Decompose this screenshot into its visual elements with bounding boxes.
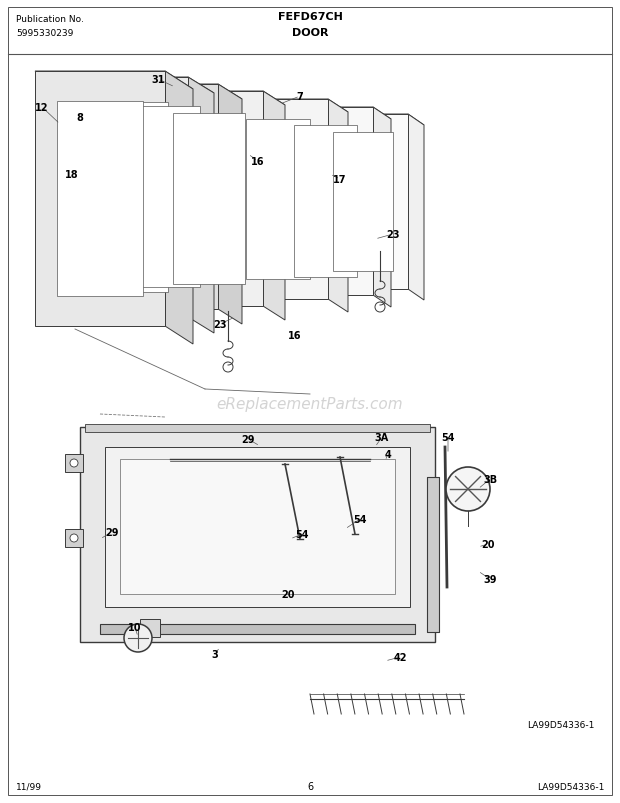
Polygon shape	[228, 100, 328, 300]
Polygon shape	[78, 78, 188, 318]
Bar	[57, 102, 143, 296]
Polygon shape	[35, 72, 193, 90]
Polygon shape	[118, 85, 218, 310]
Polygon shape	[78, 78, 214, 94]
Polygon shape	[165, 72, 193, 344]
Text: 3: 3	[211, 649, 218, 659]
Circle shape	[70, 459, 78, 467]
Bar	[246, 120, 310, 279]
Polygon shape	[118, 85, 242, 100]
Bar	[85, 425, 430, 433]
Polygon shape	[155, 92, 263, 307]
Text: 23: 23	[386, 230, 400, 240]
Text: 54: 54	[441, 433, 454, 442]
Polygon shape	[408, 115, 424, 300]
Text: 3A: 3A	[375, 433, 389, 442]
Text: 10: 10	[128, 622, 142, 632]
Polygon shape	[373, 108, 391, 308]
Bar	[65, 529, 83, 548]
Text: 20: 20	[281, 589, 294, 599]
Text: 20: 20	[481, 540, 495, 549]
Polygon shape	[318, 115, 424, 126]
Bar	[294, 126, 357, 278]
Polygon shape	[318, 115, 408, 290]
Text: 29: 29	[105, 528, 119, 537]
Text: 16: 16	[288, 331, 302, 340]
Text: 42: 42	[393, 652, 407, 662]
Bar	[120, 459, 395, 594]
Bar	[136, 107, 200, 287]
Text: 31: 31	[151, 75, 165, 85]
Text: 29: 29	[241, 434, 255, 444]
Polygon shape	[228, 100, 348, 113]
Bar	[427, 478, 439, 632]
Bar	[100, 624, 415, 634]
Circle shape	[70, 534, 78, 542]
Bar	[105, 447, 410, 607]
Text: 6: 6	[307, 781, 313, 791]
Polygon shape	[278, 108, 373, 296]
Text: DOOR: DOOR	[292, 28, 328, 38]
Polygon shape	[328, 100, 348, 312]
Text: 17: 17	[333, 175, 347, 185]
Circle shape	[124, 624, 152, 652]
Text: 23: 23	[213, 320, 227, 329]
Circle shape	[446, 467, 490, 512]
Polygon shape	[155, 92, 285, 106]
Bar	[333, 132, 393, 271]
Text: 16: 16	[251, 157, 265, 167]
Text: LA99D54336-1: LA99D54336-1	[538, 782, 605, 791]
Text: 11/99: 11/99	[16, 782, 42, 791]
Text: 54: 54	[353, 515, 367, 524]
Bar	[80, 427, 435, 642]
Bar	[140, 619, 160, 638]
Text: 18: 18	[65, 169, 79, 180]
Bar	[173, 114, 245, 284]
Text: 4: 4	[384, 450, 391, 459]
Text: 7: 7	[296, 92, 303, 102]
Text: 8: 8	[76, 113, 84, 123]
Polygon shape	[35, 72, 165, 327]
Polygon shape	[263, 92, 285, 320]
Polygon shape	[278, 108, 391, 120]
Text: 54: 54	[295, 529, 309, 540]
Text: LA99D54336-1: LA99D54336-1	[528, 720, 595, 729]
Text: 3B: 3B	[483, 475, 497, 484]
Bar	[65, 454, 83, 472]
Text: FEFD67CH: FEFD67CH	[278, 12, 342, 22]
Text: 39: 39	[483, 574, 497, 585]
Text: eReplacementParts.com: eReplacementParts.com	[216, 397, 404, 412]
Text: 12: 12	[35, 103, 49, 113]
Polygon shape	[218, 85, 242, 324]
Polygon shape	[188, 78, 214, 333]
Bar	[98, 103, 168, 292]
Text: Publication No.: Publication No.	[16, 15, 84, 24]
Text: 5995330239: 5995330239	[16, 29, 73, 38]
